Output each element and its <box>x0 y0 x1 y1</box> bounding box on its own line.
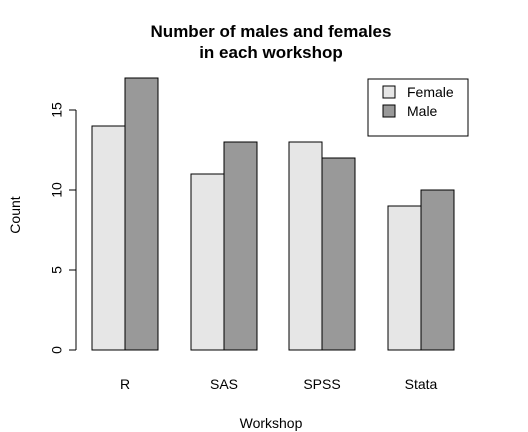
x-category-label-3: Stata <box>405 376 438 392</box>
bar-female-sas <box>190 173 225 351</box>
bar-male-stata <box>420 189 455 351</box>
chart-title-line-1: Number of males and females <box>151 22 392 41</box>
x-category-label-1: SAS <box>210 376 238 392</box>
legend-swatch-female <box>382 85 396 99</box>
bar-female-spss <box>288 141 323 351</box>
y-axis: 0 5 10 15 <box>49 102 77 354</box>
bar-female-stata <box>387 205 422 351</box>
bars-layer <box>91 77 455 351</box>
y-tick-label-3: 15 <box>49 102 65 118</box>
y-tick-label-0: 0 <box>49 346 65 354</box>
y-tick-label-1: 5 <box>49 266 65 274</box>
legend: Female Male <box>367 78 469 137</box>
legend-label-female: Female <box>407 84 454 100</box>
y-axis-title: Count <box>7 196 23 233</box>
legend-label-male: Male <box>407 103 438 119</box>
bar-female-r <box>91 125 126 351</box>
x-axis: R SAS SPSS Stata <box>120 376 438 392</box>
chart-title-line-2: in each workshop <box>199 43 343 62</box>
bar-male-r <box>124 77 159 351</box>
bar-male-sas <box>223 141 258 351</box>
x-category-label-0: R <box>120 376 130 392</box>
legend-swatch-male <box>382 104 396 118</box>
x-category-label-2: SPSS <box>303 376 340 392</box>
x-axis-title: Workshop <box>240 415 303 431</box>
y-tick-label-2: 10 <box>49 182 65 198</box>
legend-items: Female Male <box>382 84 454 119</box>
chart-title: Number of males and females in each work… <box>151 22 392 62</box>
bar-male-spss <box>321 157 356 351</box>
